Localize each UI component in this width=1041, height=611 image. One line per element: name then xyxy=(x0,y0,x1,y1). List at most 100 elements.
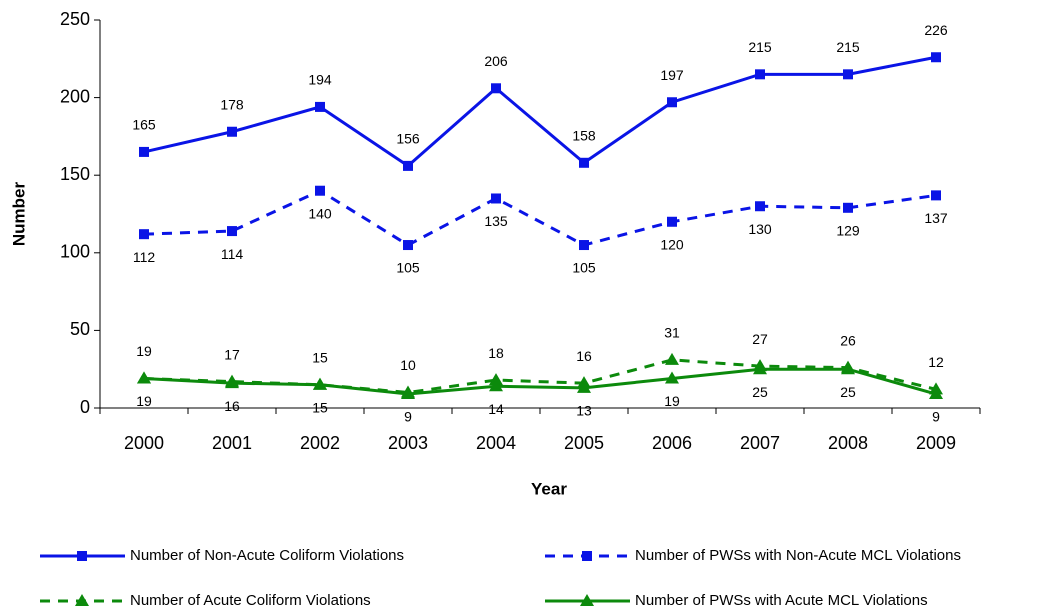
marker xyxy=(579,240,589,251)
data-label: 156 xyxy=(396,131,420,147)
data-label: 18 xyxy=(488,345,504,361)
data-label: 31 xyxy=(664,325,680,341)
data-label: 215 xyxy=(748,39,772,55)
marker xyxy=(841,362,855,375)
x-tick-label: 2007 xyxy=(740,433,780,453)
data-label: 17 xyxy=(224,346,240,362)
marker xyxy=(665,371,679,384)
marker xyxy=(931,52,941,63)
data-label: 129 xyxy=(836,222,860,238)
marker xyxy=(491,83,501,94)
marker xyxy=(582,551,592,561)
data-label: 19 xyxy=(136,343,152,359)
marker xyxy=(755,201,765,212)
x-tick-label: 2003 xyxy=(388,433,428,453)
data-label: 105 xyxy=(396,260,420,276)
x-tick-label: 2002 xyxy=(300,433,340,453)
data-label: 10 xyxy=(400,357,416,373)
legend-label: Number of Acute Coliform Violations xyxy=(130,592,371,609)
marker xyxy=(403,160,413,171)
marker xyxy=(489,379,503,392)
data-label: 140 xyxy=(308,205,332,221)
marker xyxy=(489,373,503,386)
data-label: 114 xyxy=(221,246,244,262)
x-tick-label: 2008 xyxy=(828,433,868,453)
data-label: 130 xyxy=(748,221,772,237)
legend-label: Number of PWSs with Non-Acute MCL Violat… xyxy=(635,547,961,564)
y-axis-label: Number xyxy=(9,182,28,247)
legend-label: Number of Non-Acute Coliform Violations xyxy=(130,547,404,564)
data-label: 9 xyxy=(404,409,412,425)
marker xyxy=(931,190,941,201)
series-line xyxy=(143,55,937,168)
data-label: 158 xyxy=(572,127,596,143)
marker xyxy=(929,387,943,400)
marker xyxy=(313,377,327,390)
y-tick-label: 250 xyxy=(60,9,90,29)
data-label: 215 xyxy=(836,39,860,55)
data-label: 15 xyxy=(312,349,328,365)
marker xyxy=(75,594,89,606)
marker xyxy=(491,193,501,204)
y-tick-label: 200 xyxy=(60,86,90,106)
data-label: 197 xyxy=(660,67,684,83)
data-label: 25 xyxy=(752,384,768,400)
marker xyxy=(755,69,765,80)
y-tick-label: 50 xyxy=(70,319,90,339)
series-line xyxy=(143,189,937,247)
data-label: 16 xyxy=(224,398,240,414)
marker xyxy=(139,146,149,157)
data-label: 194 xyxy=(308,72,332,88)
marker xyxy=(77,551,87,561)
data-label: 226 xyxy=(924,22,948,38)
y-tick-label: 100 xyxy=(60,242,90,262)
legend-label: Number of PWSs with Acute MCL Violations xyxy=(635,592,928,609)
data-label: 105 xyxy=(572,260,596,276)
x-tick-label: 2001 xyxy=(212,433,252,453)
y-tick-label: 150 xyxy=(60,164,90,184)
data-label: 120 xyxy=(660,236,684,252)
marker xyxy=(843,69,853,80)
data-label: 14 xyxy=(488,401,504,417)
data-label: 19 xyxy=(136,393,152,409)
data-label: 165 xyxy=(132,117,156,133)
marker xyxy=(227,226,237,237)
marker xyxy=(579,157,589,168)
marker xyxy=(753,362,767,375)
x-tick-label: 2005 xyxy=(564,433,604,453)
x-axis-label: Year xyxy=(531,479,567,498)
marker xyxy=(401,387,415,400)
marker xyxy=(667,97,677,108)
data-label: 112 xyxy=(133,249,156,265)
data-label: 27 xyxy=(752,331,768,347)
data-label: 137 xyxy=(924,210,948,226)
marker xyxy=(403,240,413,251)
x-tick-label: 2004 xyxy=(476,433,516,453)
marker xyxy=(843,202,853,213)
marker xyxy=(315,185,325,196)
data-label: 206 xyxy=(484,53,508,69)
x-tick-label: 2009 xyxy=(916,433,956,453)
marker xyxy=(137,371,151,384)
marker xyxy=(577,380,591,393)
data-label: 16 xyxy=(576,348,592,364)
data-label: 178 xyxy=(220,96,244,112)
marker xyxy=(315,101,325,112)
series-line xyxy=(143,367,937,396)
marker xyxy=(667,216,677,227)
data-label: 13 xyxy=(576,403,592,419)
data-label: 25 xyxy=(840,384,856,400)
marker xyxy=(139,229,149,240)
marker xyxy=(227,126,237,137)
data-label: 9 xyxy=(932,409,940,425)
data-label: 19 xyxy=(664,393,680,409)
x-tick-label: 2000 xyxy=(124,433,164,453)
marker xyxy=(580,594,594,606)
data-label: 15 xyxy=(312,399,328,415)
data-label: 26 xyxy=(840,332,856,348)
data-label: 12 xyxy=(928,354,944,370)
marker xyxy=(665,352,679,365)
x-tick-label: 2006 xyxy=(652,433,692,453)
